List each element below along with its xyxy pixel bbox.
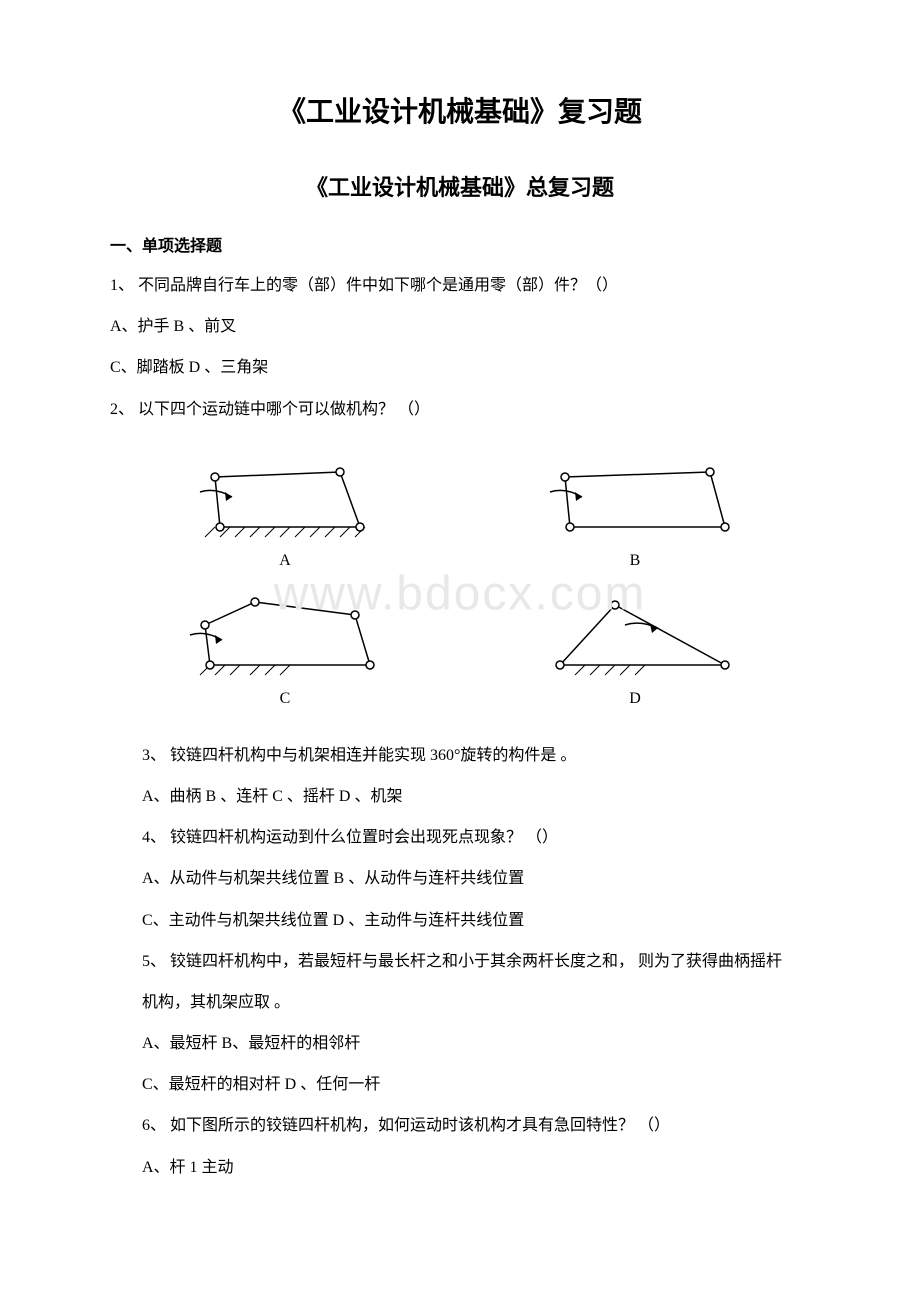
diagram-b-cell: B — [460, 442, 810, 570]
q6-opt1: A、杆 1 主动 — [110, 1150, 810, 1185]
diagram-a-svg — [160, 442, 410, 562]
diagram-container: A B — [110, 442, 810, 718]
diagram-a-cell: A — [110, 442, 460, 570]
diagram-c-label: C — [280, 690, 291, 708]
diagram-d-svg — [510, 580, 760, 700]
diagram-c-svg — [160, 580, 410, 700]
q4-opt2: C、主动件与机架共线位置 D 、主动件与连杆共线位置 — [110, 903, 810, 938]
sub-title: 《工业设计机械基础》总复习题 — [110, 170, 810, 202]
q5-opt1: A、最短杆 B、最短杆的相邻杆 — [110, 1026, 810, 1061]
diagram-b-svg — [510, 442, 760, 562]
diagram-c-cell: C — [110, 580, 460, 708]
q1-opt1: A、护手 B 、前叉 — [110, 309, 810, 344]
q1-opt2: C、脚踏板 D 、三角架 — [110, 350, 810, 385]
q4-text: 4、 铰链四杆机构运动到什么位置时会出现死点现象？ （） — [110, 820, 810, 855]
q4-opt1: A、从动件与机架共线位置 B 、从动件与连杆共线位置 — [110, 861, 810, 896]
q2-text: 2、 以下四个运动链中哪个可以做机构？ （） — [110, 392, 810, 427]
diagram-d-cell: D — [460, 580, 810, 708]
diagram-d-label: D — [629, 690, 641, 708]
q3-opt1: A、曲柄 B 、连杆 C 、摇杆 D 、机架 — [110, 779, 810, 814]
section-heading: 一、单项选择题 — [110, 232, 810, 256]
q5-text: 5、 铰链四杆机构中，若最短杆与最长杆之和小于其余两杆长度之和， 则为了获得曲柄… — [110, 944, 810, 979]
diagram-b-label: B — [630, 552, 641, 570]
q6-text: 6、 如下图所示的铰链四杆机构，如何运动时该机构才具有急回特性？ （） — [110, 1108, 810, 1143]
main-title: 《工业设计机械基础》复习题 — [110, 90, 810, 130]
q1-text: 1、 不同品牌自行车上的零（部）件中如下哪个是通用零（部）件？（） — [110, 268, 810, 303]
q5-opt2: C、最短杆的相对杆 D 、任何一杆 — [110, 1067, 810, 1102]
q5-text2: 机构，其机架应取 。 — [110, 985, 810, 1020]
q3-text: 3、 铰链四杆机构中与机架相连并能实现 360°旋转的构件是 。 — [110, 738, 810, 773]
diagram-a-label: A — [279, 552, 291, 570]
